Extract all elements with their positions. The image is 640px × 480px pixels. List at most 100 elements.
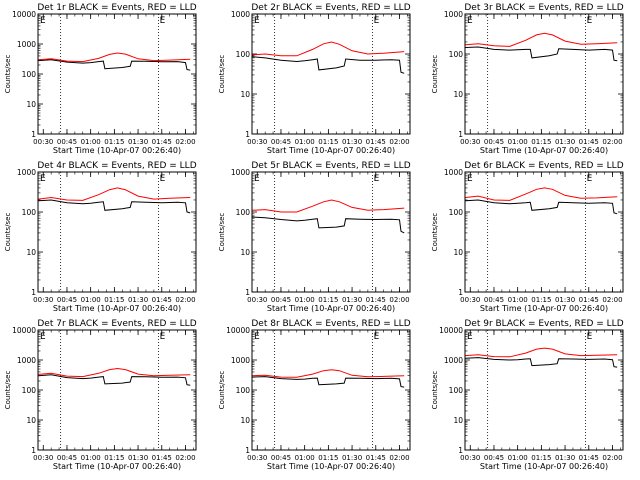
x-tick-label: 00:30 [247, 454, 267, 462]
y-tick-label: 1000 [444, 356, 463, 365]
y-axis-label: Counts/sec [218, 213, 226, 252]
x-tick-label: 00:30 [33, 296, 53, 304]
y-tick-label: 1000 [17, 168, 36, 177]
lld-series-line [38, 52, 191, 63]
x-tick-label: 00:30 [247, 296, 267, 304]
x-tick-label: 01:45 [366, 138, 386, 146]
y-tick-label: 1000 [231, 168, 250, 177]
y-axis-label: Counts/sec [431, 371, 439, 410]
x-tick-label: 02:00 [389, 138, 409, 146]
x-tick-label: 01:45 [366, 296, 386, 304]
x-tick-label: 01:30 [342, 296, 362, 304]
y-axis-label: Counts/sec [218, 55, 226, 94]
y-tick-label: 10 [240, 90, 250, 99]
lld-series-line [465, 187, 618, 201]
x-tick-label: 01:15 [531, 138, 551, 146]
e-marker: E [160, 16, 166, 26]
x-tick-label: 01:00 [81, 138, 101, 146]
y-tick-label: 1000 [17, 40, 36, 49]
plot-frame [251, 329, 411, 451]
events-series-line [38, 374, 191, 386]
e-marker: E [587, 332, 593, 342]
y-tick-label: 10 [26, 248, 36, 257]
events-series-line [252, 216, 405, 234]
x-tick-label: 01:00 [295, 138, 315, 146]
y-tick-label: 1 [31, 446, 36, 455]
x-tick-label: 00:30 [460, 296, 480, 304]
y-tick-label: 100 [22, 70, 37, 79]
x-tick-label: 01:15 [104, 296, 124, 304]
x-axis-label: Start Time (10-Apr-07 00:26:40) [267, 304, 395, 313]
plot-frame [37, 171, 197, 293]
x-tick-label: 01:00 [81, 296, 101, 304]
chart-panel-2: Det 2r BLACK = Events, RED = LLD 1 10 100 10… [218, 3, 411, 155]
x-tick-label: 01:00 [508, 138, 528, 146]
x-tick-label: 01:15 [318, 454, 338, 462]
x-tick-label: 02:00 [389, 296, 409, 304]
x-axis-label: Start Time (10-Apr-07 00:26:40) [53, 146, 181, 155]
x-tick-label: 02:00 [175, 296, 195, 304]
lld-series-line [38, 367, 191, 378]
e-marker: E [374, 174, 380, 184]
x-tick-label: 01:00 [508, 296, 528, 304]
y-tick-label: 10 [26, 416, 36, 425]
x-tick-label: 00:45 [484, 138, 504, 146]
e-marker: E [587, 174, 593, 184]
lld-series-line [465, 347, 618, 358]
lld-series-line [252, 369, 405, 378]
e-marker: E [160, 174, 166, 184]
chart-title: Det 3r BLACK = Events, RED = LLD [464, 3, 623, 13]
lld-series-line [38, 187, 191, 201]
e-marker: E [587, 16, 593, 26]
y-tick-label: 100 [22, 386, 37, 395]
plot-frame [464, 171, 624, 293]
x-axis-label: Start Time (10-Apr-07 00:26:40) [480, 304, 608, 313]
y-axis-label: Counts/sec [218, 371, 226, 410]
x-tick-label: 01:45 [579, 296, 599, 304]
x-tick-label: 02:00 [602, 454, 622, 462]
x-tick-label: 01:45 [152, 138, 172, 146]
x-tick-label: 02:00 [389, 454, 409, 462]
events-series-line [252, 376, 405, 388]
e-marker: E [467, 332, 473, 342]
chart-title: Det 8r BLACK = Events, RED = LLD [251, 319, 410, 329]
x-tick-label: 00:45 [271, 454, 291, 462]
x-tick-label: 01:15 [531, 296, 551, 304]
x-tick-label: 01:30 [128, 454, 148, 462]
x-tick-label: 00:30 [247, 138, 267, 146]
y-tick-label: 1000 [231, 10, 250, 19]
y-tick-label: 10000 [12, 10, 36, 19]
y-tick-label: 10 [240, 416, 250, 425]
y-tick-label: 10 [26, 100, 36, 109]
lld-series-line [252, 199, 405, 213]
x-tick-label: 01:15 [104, 454, 124, 462]
e-marker: E [467, 174, 473, 184]
events-series-line [465, 46, 618, 62]
x-tick-label: 01:45 [366, 454, 386, 462]
x-tick-label: 01:30 [342, 454, 362, 462]
x-tick-label: 01:00 [295, 296, 315, 304]
chart-title: Det 5r BLACK = Events, RED = LLD [251, 161, 410, 171]
y-tick-label: 10 [453, 248, 463, 257]
y-tick-label: 1 [458, 130, 463, 139]
e-marker: E [40, 16, 46, 26]
chart-title: Det 2r BLACK = Events, RED = LLD [251, 3, 410, 13]
e-marker: E [254, 174, 260, 184]
x-tick-label: 01:45 [152, 454, 172, 462]
lld-series-line [252, 41, 405, 57]
y-tick-label: 100 [449, 208, 464, 217]
e-marker: E [254, 332, 260, 342]
y-tick-label: 100 [449, 386, 464, 395]
y-tick-label: 10 [240, 248, 250, 257]
plot-frame [251, 13, 411, 135]
y-axis-label: Counts/sec [4, 371, 12, 410]
y-tick-label: 100 [22, 208, 37, 217]
x-tick-label: 01:15 [318, 296, 338, 304]
chart-title: Det 6r BLACK = Events, RED = LLD [464, 161, 623, 171]
e-marker: E [467, 16, 473, 26]
x-tick-label: 01:15 [318, 138, 338, 146]
x-tick-label: 01:30 [128, 296, 148, 304]
lld-series-line [465, 32, 618, 47]
y-tick-label: 1 [458, 288, 463, 297]
